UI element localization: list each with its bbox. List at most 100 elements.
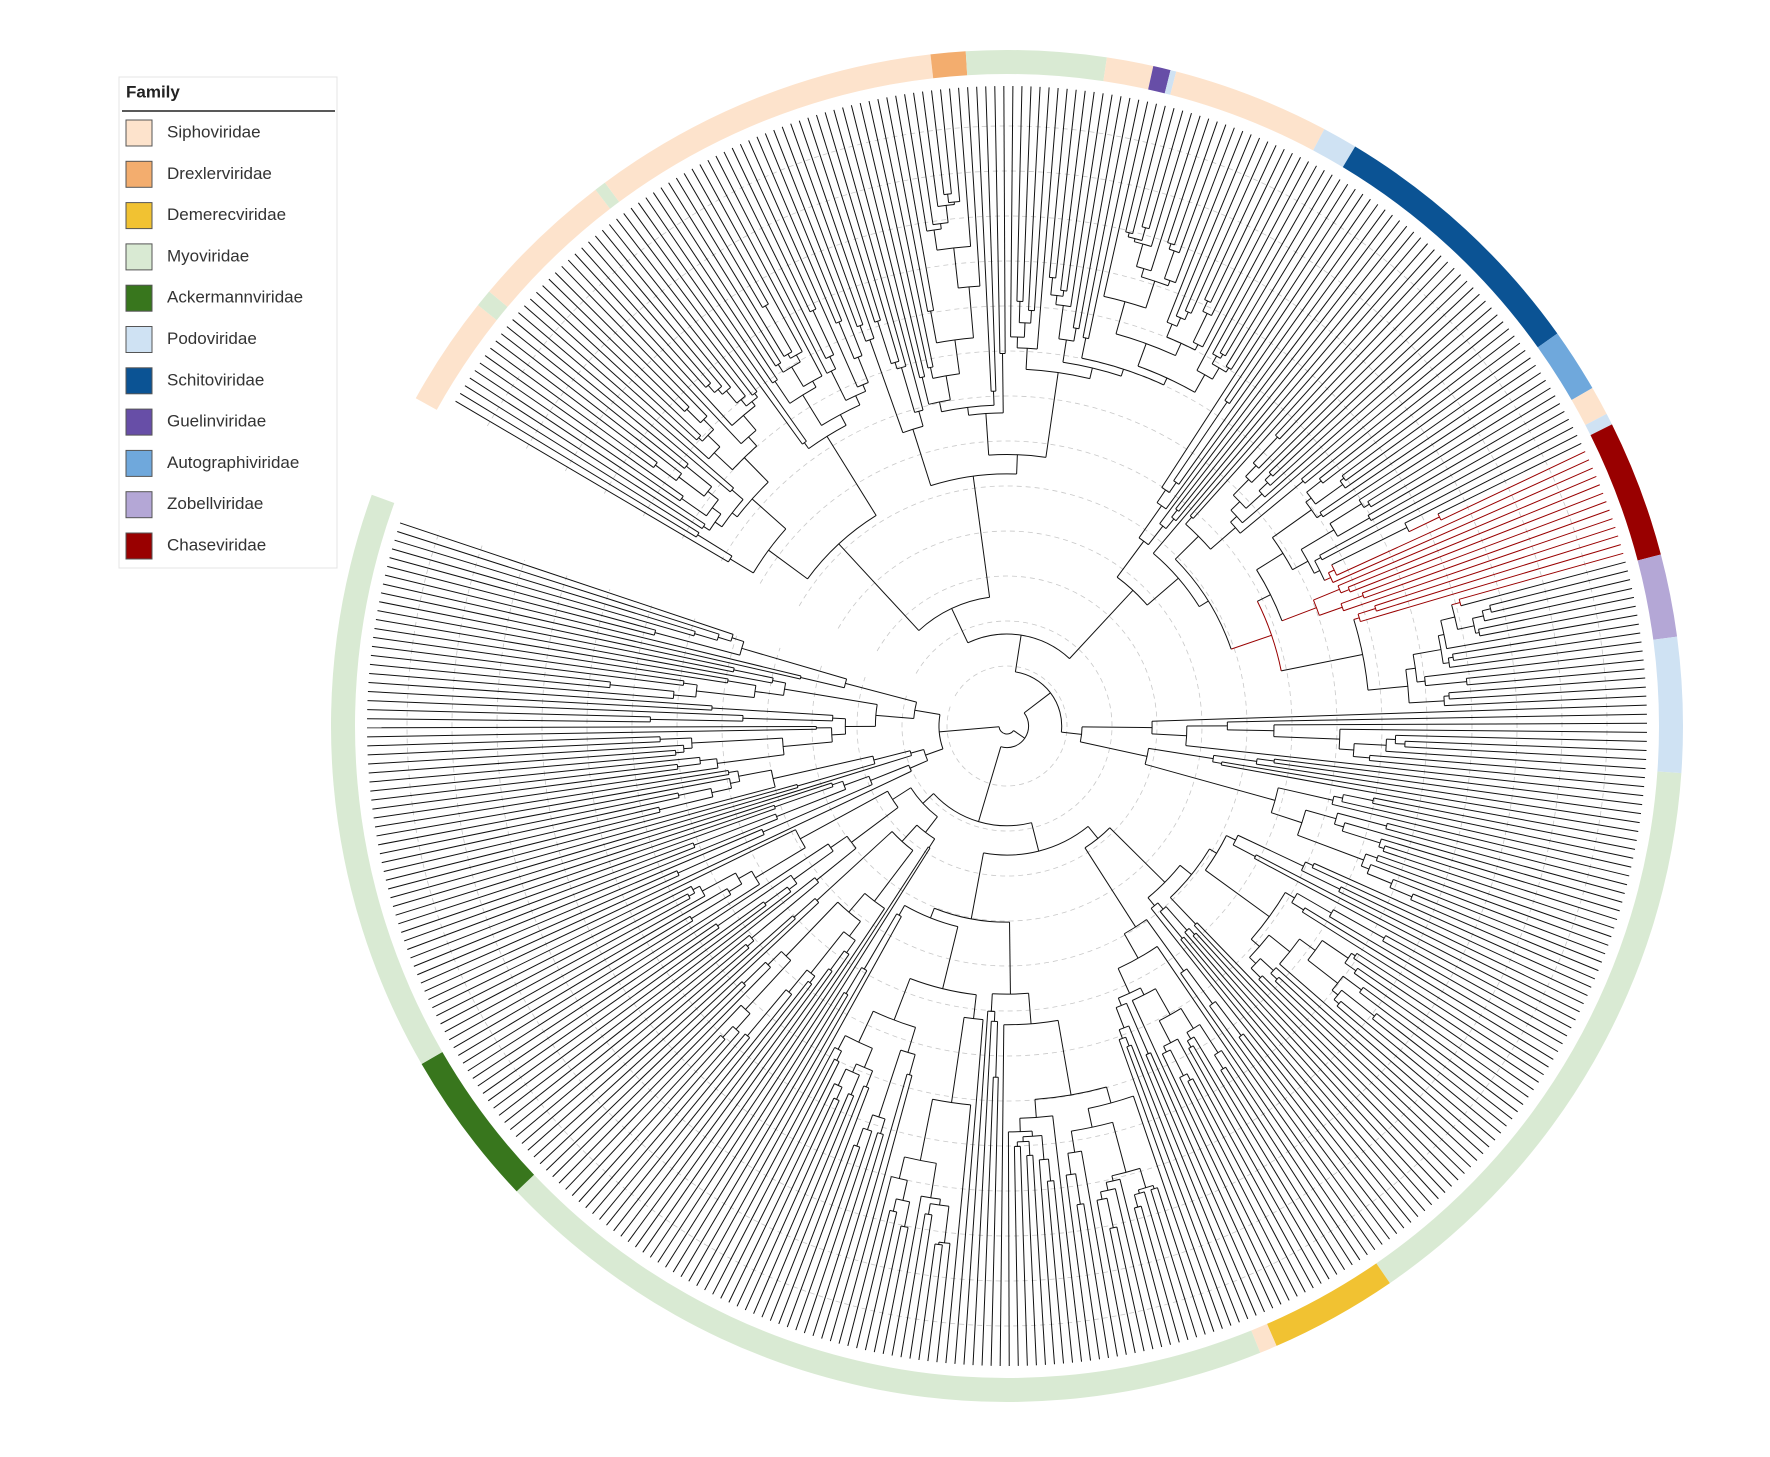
legend-label: Podoviridae [167, 329, 257, 348]
branch [542, 285, 702, 436]
ring-segment [1571, 388, 1607, 425]
branch-arc [968, 412, 1004, 416]
branch [912, 429, 932, 486]
branch [928, 1203, 931, 1215]
branch [778, 1087, 870, 1325]
branch [1150, 1189, 1198, 1338]
branch-arc [1319, 555, 1323, 560]
branch [1141, 108, 1175, 227]
branch [1212, 165, 1317, 355]
branch [777, 364, 784, 373]
branch [1343, 518, 1613, 612]
branch [1331, 989, 1339, 996]
branch [1114, 1188, 1154, 1350]
phylogenetic-tree [367, 86, 1647, 1366]
scale-circle [541, 260, 1473, 1192]
branch [973, 994, 977, 1019]
branch [1249, 957, 1257, 964]
branch [660, 737, 692, 740]
branch [657, 846, 929, 1263]
branch [1370, 395, 1556, 508]
branch [381, 797, 680, 864]
branch [1221, 1050, 1361, 1261]
branch [1344, 357, 1531, 489]
branch [1194, 344, 1199, 351]
branch [1405, 667, 1416, 671]
branch [1459, 552, 1624, 600]
branch [774, 786, 834, 808]
branch [898, 1156, 905, 1179]
branch-arc [825, 354, 834, 359]
branch [375, 619, 729, 680]
branch [1156, 1187, 1206, 1335]
branch [1190, 141, 1269, 314]
branch [1175, 134, 1252, 317]
branch [574, 253, 733, 426]
branch [1219, 169, 1325, 354]
branch [1204, 145, 1277, 300]
branch [649, 908, 885, 1258]
branch [367, 726, 817, 729]
branch [377, 610, 773, 684]
branch [1272, 287, 1474, 477]
legend-swatch [125, 243, 153, 271]
branch [1137, 1189, 1140, 1194]
branch-arc [1374, 605, 1377, 612]
branch [1009, 922, 1011, 995]
branch [493, 904, 767, 1109]
branch [1103, 101, 1149, 297]
branch [1048, 88, 1068, 278]
branch [1220, 1069, 1346, 1270]
branch [942, 926, 959, 989]
branch [745, 960, 792, 1010]
branch [1238, 1036, 1390, 1240]
branch [397, 531, 720, 635]
ring-segment [489, 189, 611, 307]
legend: Family Siphoviridae Drexlerviridae Demerec… [118, 76, 338, 569]
ring-segment [965, 49, 1107, 82]
ring-segment [1537, 333, 1593, 400]
branch [498, 891, 792, 1116]
legend-label: Schitoviridae [167, 370, 264, 389]
branch [898, 905, 906, 916]
branch [1340, 1000, 1502, 1134]
branch [1055, 295, 1058, 305]
branch [1385, 828, 1625, 894]
branch [727, 680, 756, 686]
branch [378, 777, 730, 846]
branch [1389, 887, 1413, 898]
branch [1083, 1203, 1109, 1358]
branch [894, 362, 898, 370]
branch-arc [676, 870, 680, 876]
branch [1100, 1191, 1103, 1200]
branch [1186, 1040, 1192, 1048]
branch [581, 247, 707, 388]
branch [565, 1004, 742, 1190]
branch [1112, 1122, 1127, 1173]
branch [868, 100, 929, 369]
branch [1369, 759, 1645, 788]
branch-arc [1270, 787, 1279, 813]
branch [578, 1039, 726, 1203]
branch [1292, 560, 1309, 571]
branch-arc [814, 898, 820, 903]
branch-arc [936, 337, 974, 344]
branch [1257, 594, 1271, 602]
legend-title: Family [126, 82, 180, 101]
branch-arc [1305, 501, 1318, 518]
branch-arc [1132, 988, 1156, 1001]
branch [686, 408, 701, 424]
branch [812, 1132, 879, 1337]
branch-arc [1168, 248, 1180, 254]
branch [1258, 267, 1455, 469]
branch-arc [998, 726, 1014, 735]
branch [1023, 322, 1026, 338]
branch [1212, 367, 1220, 380]
branch-arc [1159, 1007, 1182, 1022]
branch [1225, 1066, 1353, 1266]
branch [1209, 1005, 1383, 1245]
branch [800, 677, 845, 689]
branch [799, 790, 888, 840]
branch [798, 120, 875, 339]
